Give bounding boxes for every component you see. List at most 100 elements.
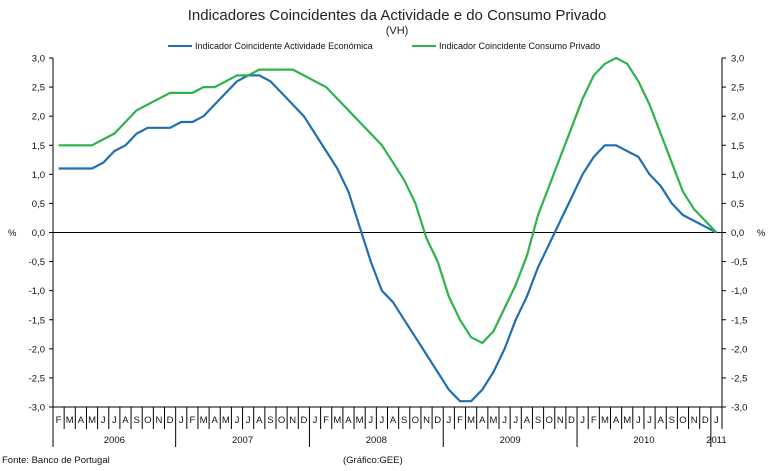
month-label: D xyxy=(568,415,575,426)
series-line-consumption xyxy=(58,56,718,345)
month-label: O xyxy=(545,415,552,426)
month-label: A xyxy=(524,415,531,426)
month-label: J xyxy=(235,415,240,426)
month-label: S xyxy=(133,415,139,426)
y-tick-label-right: -3,0 xyxy=(731,403,747,414)
month-label: A xyxy=(78,415,85,426)
legend-label-activity: Indicador Coincidente Actividade Económi… xyxy=(195,41,373,51)
month-label: D xyxy=(300,415,307,426)
month-label: J xyxy=(246,415,251,426)
month-label: J xyxy=(179,415,184,426)
month-label: M xyxy=(88,415,96,426)
month-label: M xyxy=(200,415,208,426)
month-label: J xyxy=(446,415,451,426)
month-label: N xyxy=(691,415,698,426)
y-tick-label-right: -1,0 xyxy=(731,286,747,297)
year-label: 2007 xyxy=(232,435,253,446)
month-label: S xyxy=(267,415,273,426)
month-label: M xyxy=(489,415,497,426)
month-label: A xyxy=(390,415,397,426)
month-label: M xyxy=(66,415,74,426)
month-label: F xyxy=(189,415,195,426)
y-tick-label-left: 2,0 xyxy=(32,112,45,123)
y-tick-label-right: 2,5 xyxy=(731,83,744,94)
month-label: F xyxy=(591,415,597,426)
series-line-activity xyxy=(58,74,717,403)
y-tick-label-left: 1,0 xyxy=(32,170,45,181)
y-tick-label-left: 3,0 xyxy=(32,54,45,65)
y-tick-label-left: -1,5 xyxy=(29,315,45,326)
credit-note: (Gráfico:GEE) xyxy=(343,455,403,466)
month-label: J xyxy=(636,415,641,426)
month-label: M xyxy=(356,415,364,426)
month-label: M xyxy=(623,415,631,426)
legend-label-consumption: Indicador Coincidente Consumo Privado xyxy=(439,41,600,51)
y-axis-label-left: % xyxy=(8,228,17,239)
month-label: M xyxy=(467,415,475,426)
month-label: N xyxy=(557,415,564,426)
year-label: 2010 xyxy=(633,435,654,446)
y-tick-label-left: -3,0 xyxy=(29,403,45,414)
y-tick-label-left: -2,5 xyxy=(29,373,45,384)
y-tick-label-left: 1,5 xyxy=(32,141,45,152)
y-tick-label-left: -1,0 xyxy=(29,286,45,297)
month-label: J xyxy=(580,415,585,426)
month-label: F xyxy=(56,415,62,426)
month-label: J xyxy=(112,415,117,426)
chart-subtitle: (VH) xyxy=(386,25,409,37)
month-label: J xyxy=(647,415,652,426)
y-tick-label-right: 3,0 xyxy=(731,54,744,65)
month-label: O xyxy=(144,415,151,426)
y-tick-label-right: 1,5 xyxy=(731,141,744,152)
y-tick-label-right: 0,5 xyxy=(731,199,744,210)
legend: Indicador Coincidente Actividade Económi… xyxy=(168,41,600,51)
month-label: S xyxy=(401,415,407,426)
month-label: M xyxy=(601,415,609,426)
plot-area: 3,0 3,0 2,5 2,5 2,0 2,0 1,5 1,5 1,0 1,0 0,5 0,5 0,0 0… xyxy=(29,54,747,447)
y-tick-label-left: 0,0 xyxy=(32,228,45,239)
month-label: J xyxy=(714,415,719,426)
y-tick-label-left: -0,5 xyxy=(29,257,45,268)
y-tick-label-right: 0,0 xyxy=(731,228,744,239)
y-tick-label-left: -2,0 xyxy=(29,344,45,355)
y-tick-label-right: -0,5 xyxy=(731,257,747,268)
month-label: M xyxy=(222,415,230,426)
y-tick-label-right: -2,5 xyxy=(731,373,747,384)
month-label: M xyxy=(333,415,341,426)
month-label: J xyxy=(502,415,507,426)
month-label: J xyxy=(101,415,106,426)
month-label: N xyxy=(155,415,162,426)
month-label: J xyxy=(368,415,373,426)
y-tick-label-right: -1,5 xyxy=(731,315,747,326)
month-label: A xyxy=(658,415,665,426)
month-label: O xyxy=(412,415,419,426)
month-label: S xyxy=(535,415,541,426)
month-label: F xyxy=(323,415,329,426)
month-label: A xyxy=(122,415,129,426)
month-label: S xyxy=(669,415,675,426)
month-label: A xyxy=(613,415,620,426)
month-label: O xyxy=(278,415,285,426)
y-tick-label-right: 1,0 xyxy=(731,170,744,181)
series-layer xyxy=(58,56,718,403)
y-tick-label-left: 2,5 xyxy=(32,83,45,94)
month-label: J xyxy=(380,415,385,426)
month-label: D xyxy=(702,415,709,426)
month-label: A xyxy=(479,415,486,426)
y-tick-label-right: 2,0 xyxy=(731,112,744,123)
month-label: N xyxy=(423,415,430,426)
month-label: D xyxy=(434,415,441,426)
y-tick-label-left: 0,5 xyxy=(32,199,45,210)
year-label: 2006 xyxy=(104,435,125,446)
month-label: A xyxy=(256,415,263,426)
month-label: D xyxy=(167,415,174,426)
month-label: J xyxy=(313,415,318,426)
y-tick-label-right: -2,0 xyxy=(731,344,747,355)
y-axis-label-right: % xyxy=(757,228,766,239)
chart-title: Indicadores Coincidentes da Actividade e… xyxy=(188,7,607,24)
year-label: 2009 xyxy=(500,435,521,446)
year-label: 2011 xyxy=(706,435,726,446)
source-note: Fonte: Banco de Portugal xyxy=(2,455,110,466)
month-label: A xyxy=(345,415,352,426)
